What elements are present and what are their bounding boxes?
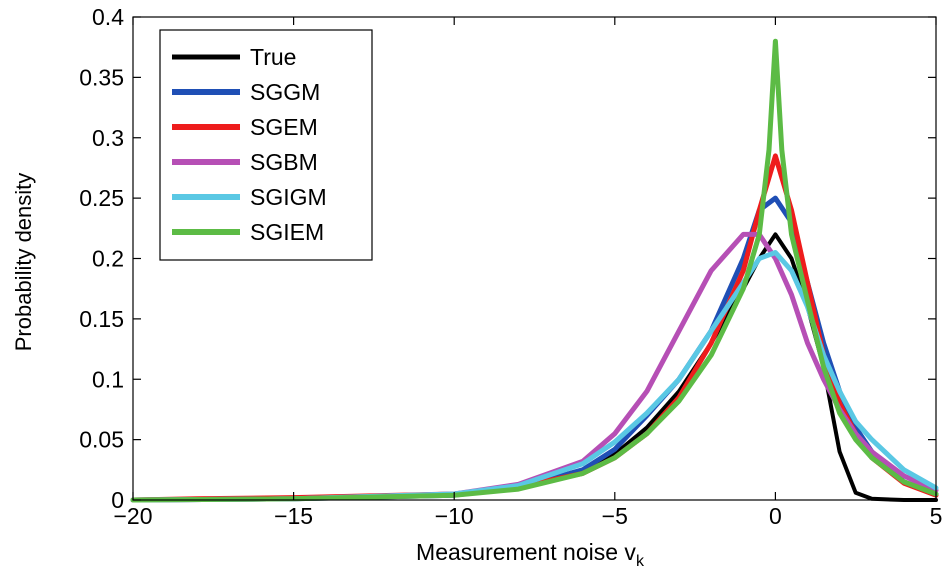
- axes: −20 −15 −10 −5 0 5 0 0.05 0.1 0.15 0.2 0.25 0.3 0.35 0…: [79, 4, 942, 529]
- y-tick-label: 0.25: [79, 185, 124, 211]
- legend-label-sggm: SGGM: [250, 79, 320, 105]
- x-tick-label: −10: [435, 503, 474, 529]
- legend-label-sgiem: SGIEM: [250, 219, 324, 245]
- legend-label-true: True: [250, 44, 296, 70]
- x-tick-label: 5: [930, 503, 943, 529]
- x-axis-label-subscript: k: [636, 553, 645, 570]
- x-tick-label: 0: [769, 503, 782, 529]
- y-tick-label: 0.05: [79, 427, 124, 453]
- x-axis-label-main: Measurement noise v: [416, 539, 636, 565]
- y-tick-label: 0.35: [79, 64, 124, 90]
- x-tick-label: −20: [113, 503, 152, 529]
- y-tick-label: 0.1: [92, 366, 124, 392]
- y-axis-label: Probability density: [11, 173, 36, 352]
- plot-area: [130, 38, 939, 503]
- x-axis-label: Measurement noise vk: [416, 539, 645, 570]
- series-line-sgbm: [130, 231, 939, 503]
- legend: True SGGM SGEM SGBM SGIGM SGIEM: [159, 29, 373, 261]
- x-tick-label: −15: [274, 503, 313, 529]
- series-line-sgigm: [130, 250, 939, 503]
- legend-label-sgigm: SGIGM: [250, 184, 327, 210]
- series-line-sgiem: [130, 38, 939, 503]
- legend-label-sgem: SGEM: [250, 114, 318, 140]
- y-tick-label: 0.15: [79, 306, 124, 332]
- y-tick-label: 0.3: [92, 125, 124, 151]
- y-tick-label: 0.4: [92, 4, 124, 30]
- legend-label-sgbm: SGBM: [250, 149, 318, 175]
- y-tick-label: 0: [111, 487, 124, 513]
- x-tick-label: −5: [602, 503, 628, 529]
- legend-box: [159, 29, 373, 261]
- y-tick-label: 0.2: [92, 246, 124, 272]
